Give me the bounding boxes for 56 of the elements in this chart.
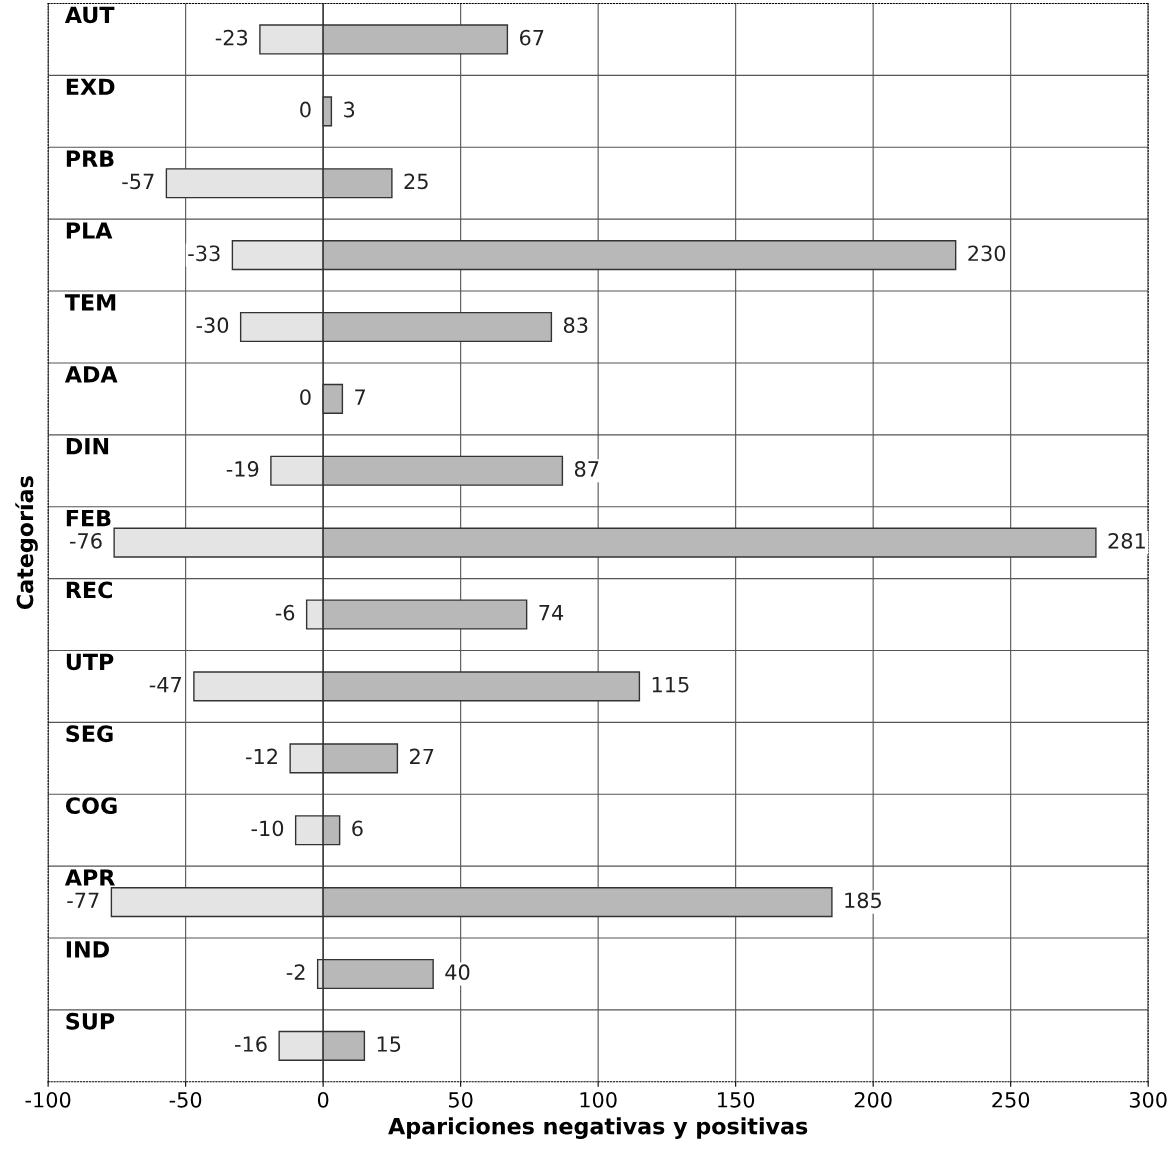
data-label: -16 xyxy=(235,1036,267,1052)
data-label: -33 xyxy=(188,245,220,262)
y-tick-label: PRB xyxy=(66,150,114,167)
data-label: 74 xyxy=(539,605,564,621)
data-label: 0 xyxy=(300,389,311,405)
data-label: -10 xyxy=(251,820,284,837)
y-tick-label: UTP xyxy=(66,653,114,671)
y-tick-label: DIN xyxy=(66,438,109,455)
data-label: -19 xyxy=(226,461,259,477)
data-label: -77 xyxy=(67,892,99,908)
data-label: 185 xyxy=(845,892,881,909)
data-label: -6 xyxy=(275,604,295,621)
x-axis-title: Apariciones negativas y positivas xyxy=(388,1117,808,1139)
y-tick-label: SEG xyxy=(66,725,113,743)
y-tick-label: EXD xyxy=(66,78,115,95)
x-tick-label: -100 xyxy=(25,1091,71,1108)
data-label: 27 xyxy=(410,748,434,765)
data-label: -12 xyxy=(246,748,277,765)
x-tick-label: 250 xyxy=(992,1091,1030,1108)
x-tick-label: 0 xyxy=(317,1091,329,1108)
data-label: 7 xyxy=(355,389,365,405)
data-label: 87 xyxy=(574,461,599,477)
x-tick-label: 50 xyxy=(449,1091,473,1108)
y-tick-label: REC xyxy=(66,581,112,599)
data-label: 25 xyxy=(404,173,428,190)
x-tick-label: 150 xyxy=(718,1091,755,1108)
y-tick-label: IND xyxy=(66,941,109,958)
x-tick-label: 300 xyxy=(1129,1091,1167,1108)
y-tick-label: FEB xyxy=(66,509,111,527)
data-label: 40 xyxy=(445,964,470,981)
x-tick-label: 100 xyxy=(580,1091,617,1108)
data-label: 0 xyxy=(300,101,311,118)
data-label: -2 xyxy=(286,964,305,980)
data-label: 281 xyxy=(1108,532,1145,549)
data-label: 6 xyxy=(352,820,363,837)
y-tick-label: PLA xyxy=(66,222,113,239)
data-label: -23 xyxy=(215,29,248,46)
data-label: 67 xyxy=(519,29,544,46)
x-tick-label: 200 xyxy=(854,1091,892,1108)
data-label: -47 xyxy=(149,676,181,693)
data-label: -76 xyxy=(70,532,102,549)
y-tick-label: ADA xyxy=(64,366,118,383)
data-label: -30 xyxy=(196,317,229,334)
y-tick-label: AUT xyxy=(64,6,115,24)
y-axis-title: Categorías xyxy=(15,476,38,610)
y-tick-label: TEM xyxy=(64,294,116,311)
y-tick-label: APR xyxy=(64,869,115,886)
data-label: 83 xyxy=(563,317,588,334)
data-label: 230 xyxy=(968,245,1006,262)
data-label: 15 xyxy=(377,1036,401,1052)
data-label: 3 xyxy=(344,101,355,118)
x-tick-label: -50 xyxy=(169,1091,202,1108)
y-tick-label: SUP xyxy=(66,1012,115,1030)
y-tick-label: COG xyxy=(65,797,117,815)
data-label: 115 xyxy=(652,676,689,693)
data-label: -57 xyxy=(122,173,154,190)
